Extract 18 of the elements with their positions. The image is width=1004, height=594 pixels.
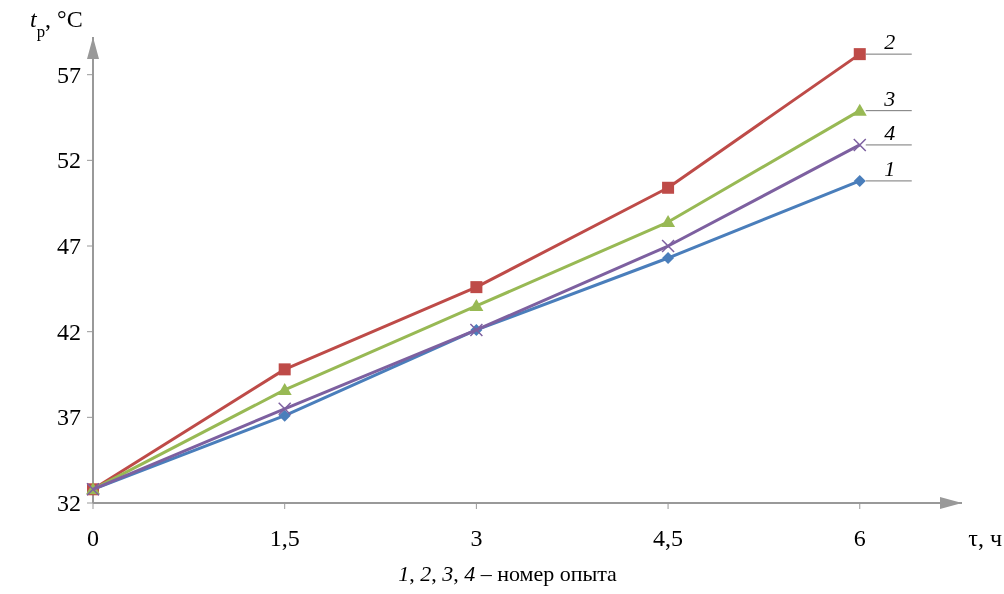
- x-tick-label: 3: [470, 525, 483, 551]
- x-tick-label: 1,5: [269, 525, 300, 551]
- y-tick-label: 42: [57, 318, 81, 345]
- text: 1, 2, 3, 4 – номер опыта: [398, 561, 618, 586]
- x-tick-label: 6: [853, 525, 866, 551]
- series-label: 1: [884, 155, 896, 181]
- x-tick-label: 0: [87, 525, 99, 551]
- y-tick-label: 47: [57, 233, 81, 260]
- y-axis-title: t$_{р}$, °C: [30, 6, 83, 41]
- y-tick-label: 57: [57, 61, 81, 88]
- x-axis-title: τ, ч: [968, 525, 1002, 551]
- x-tick-label: 4,5: [653, 525, 684, 551]
- y-tick-label: 37: [57, 404, 81, 431]
- series-label: 3: [883, 85, 896, 111]
- y-tick-label: 32: [57, 490, 81, 516]
- y-tick-label: 52: [57, 147, 81, 174]
- series-label: 2: [884, 29, 896, 55]
- series-label: 4: [884, 119, 896, 145]
